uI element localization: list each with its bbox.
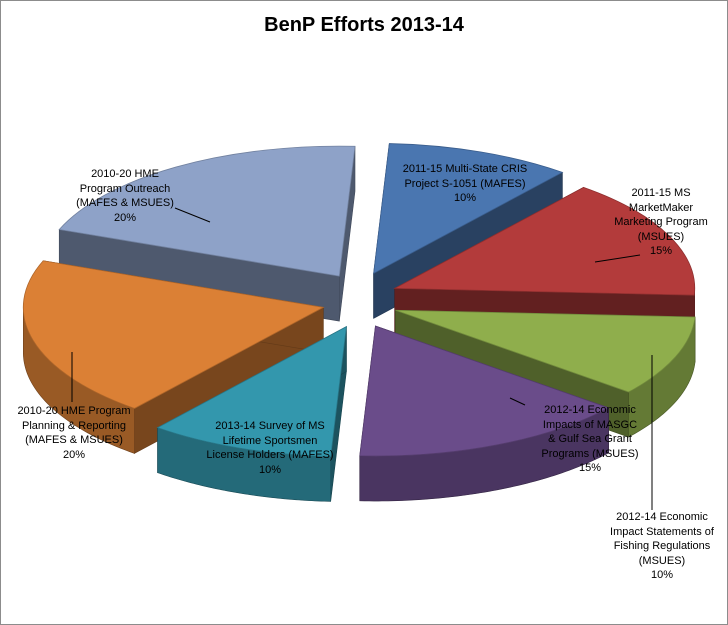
slice-percent-label: 10% [650,569,674,581]
pie-slice-top [156,325,347,457]
slice-label-line: 2010-20 HME Program [17,405,131,417]
slice-label-line: 2010-20 HME [91,168,159,180]
slice-label-line: 2011-15 MS [631,187,691,199]
leader-line [594,254,641,263]
slice-label-line: 2013-14 Survey of MS [215,420,325,432]
slice-label-line: 2011-15 Multi-State CRIS [402,163,528,175]
slice-label-line: Programs (MSUES) [541,447,639,460]
slice-label-line: (MAFES & MSUES) [25,434,123,446]
slice-label: 2010-20 HME Program Outreach (MAFES & MSUE… [50,167,200,225]
leader-line [509,397,526,406]
slice-label: 2013-14 Survey of MS Lifetime Sportsmen Li… [185,419,355,477]
slice-label-line: Lifetime Sportsmen [222,434,318,447]
slice-label: 2012-14 Economic Impacts of MASGC & Gulf S… [520,403,660,476]
pie-slice [359,325,610,502]
slice-label: 2011-15 Multi-State CRIS Project S-1051 (… [370,162,560,206]
slice-percent-label: 20% [113,211,137,224]
pie-slice-top [22,260,325,409]
leader-line [174,207,211,223]
slice-percent-label: 15% [578,462,602,474]
slice-label-line: Planning & Reporting [22,419,126,432]
slice-label: 2010-20 HME Program Planning & Reporting (… [0,404,148,462]
slice-percent-label: 20% [62,448,86,461]
slice-label-line: (MSUES) [637,230,685,243]
slice-label: 2011-15 MS MarketMaker Marketing Program (M… [596,186,726,259]
slice-label-line: Fishing Regulations [613,540,711,552]
slice-label-line: License Holders (MAFES) [206,449,334,461]
chart-title: BenP Efforts 2013-14 [264,14,464,36]
pie-slice [156,325,347,502]
slice-percent-label: 15% [649,245,673,257]
slice-label-line: Marketing Program [614,216,708,228]
slice-label-line: 2012-14 Economic [616,511,708,523]
pie-slice-top [58,145,356,277]
slice-label-line: Project S-1051 (MAFES) [404,177,526,190]
slice-label-line: 2012-14 Economic [544,404,636,416]
slice-percent-label: 10% [453,192,477,204]
pie-slice-top [373,143,564,275]
slice-label: 2012-14 Economic Impact Statements of Fish… [596,510,728,583]
slice-label-line: Program Outreach [79,182,171,195]
slice-label-line: (MSUES) [638,554,686,567]
pie-slice-top [393,186,696,296]
slice-label-line: Impact Statements of [610,525,714,538]
slice-label-line: (MAFES & MSUES) [76,197,174,209]
pie-slice-top [395,309,696,393]
slice-label-line: & Gulf Sea Grant [548,433,632,445]
pie-slice-top [359,325,610,457]
slice-label-line: Impacts of MASGC [542,418,638,431]
slice-label-line: MarketMaker [628,201,694,214]
slice-percent-label: 10% [258,463,282,476]
